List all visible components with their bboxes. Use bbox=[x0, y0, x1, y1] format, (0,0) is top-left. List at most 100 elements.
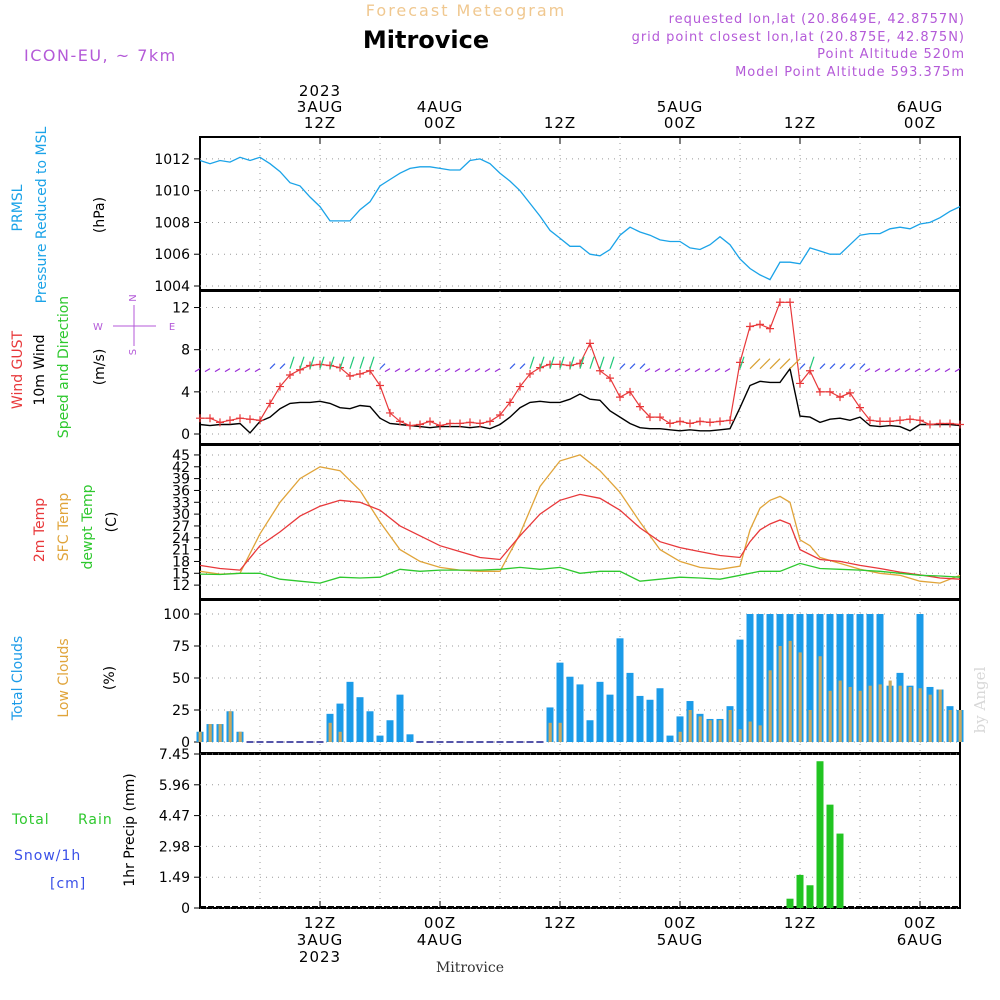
low-cloud-bar bbox=[788, 640, 792, 742]
gust-marker bbox=[436, 421, 444, 430]
wind-direction-arrow bbox=[234, 368, 241, 373]
low-cloud-bar bbox=[328, 722, 332, 742]
wind-direction-arrow bbox=[684, 368, 691, 373]
gust-marker bbox=[506, 398, 514, 407]
gust-marker bbox=[796, 379, 804, 388]
wind-direction-arrow bbox=[279, 363, 286, 370]
panel-frame-precip bbox=[199, 753, 961, 909]
wind-direction-arrow bbox=[849, 363, 856, 370]
wind-direction-arrow bbox=[329, 356, 335, 369]
ytick-label-pressure: 1004 bbox=[154, 279, 190, 295]
low-cloud-bar bbox=[958, 710, 962, 742]
top-time-label: 12Z bbox=[784, 114, 816, 132]
prmsl-label: PRMSL bbox=[10, 184, 26, 231]
ytick-label-temp: 30 bbox=[172, 507, 190, 523]
total-cloud-bar bbox=[626, 672, 634, 742]
wind-direction-arrow bbox=[759, 358, 771, 370]
gust-marker bbox=[246, 415, 254, 424]
ytick-label-cloud: 75 bbox=[172, 639, 190, 655]
top-time-label: 12Z bbox=[544, 114, 576, 132]
gust-marker bbox=[816, 387, 824, 396]
low-cloud-bar bbox=[558, 722, 562, 742]
wind-direction-arrow bbox=[474, 368, 481, 373]
wind-direction-arrow bbox=[769, 358, 781, 370]
temp-2m-line bbox=[199, 493, 961, 580]
low-cloud-bar bbox=[758, 725, 762, 742]
wind-direction-arrow bbox=[954, 368, 961, 373]
gust-marker bbox=[676, 417, 684, 426]
wind-direction-arrow bbox=[444, 368, 451, 373]
top-time-label: 6AUG bbox=[897, 98, 943, 116]
gust-marker bbox=[726, 416, 734, 425]
wind-direction-arrow bbox=[464, 368, 471, 373]
precip-bar bbox=[816, 761, 824, 908]
gust-marker bbox=[666, 419, 674, 428]
total-cloud-bar bbox=[736, 639, 744, 742]
total-cloud-bar bbox=[576, 684, 584, 742]
temp-labels: 2m Temp SFC Temp dewpt Temp (C) bbox=[32, 484, 120, 569]
wind-direction-arrow bbox=[674, 368, 681, 373]
low-cloud-bar bbox=[218, 724, 222, 742]
wind-direction-arrow bbox=[379, 363, 386, 370]
axis-ticks: 1012101010081006100412840454239363330272… bbox=[154, 152, 200, 917]
pressure-unit-label: (hPa) bbox=[92, 197, 108, 233]
total-cloud-bar bbox=[856, 614, 864, 742]
wind-direction-arrow bbox=[819, 363, 826, 370]
total-cloud-bar bbox=[866, 614, 874, 742]
location-title: Mitrovice bbox=[363, 26, 489, 54]
ytick-label-wind: 8 bbox=[181, 343, 190, 359]
gust-marker bbox=[656, 413, 664, 422]
wind-direction-arrow bbox=[569, 356, 575, 369]
gust-marker bbox=[216, 418, 224, 427]
wind-direction-arrow bbox=[644, 368, 651, 373]
gust-marker bbox=[826, 387, 834, 396]
model-label: ICON-EU, ~ 7km bbox=[24, 46, 177, 65]
bottom-time-label: 5AUG bbox=[657, 931, 703, 949]
ytick-label-precip: 2.98 bbox=[159, 839, 190, 855]
wind-direction-arrow bbox=[904, 368, 911, 373]
low-cloud-bar bbox=[548, 722, 552, 742]
total-cloud-bar bbox=[336, 703, 344, 742]
total-cloud-bar bbox=[646, 699, 654, 742]
ytick-label-pressure: 1008 bbox=[154, 215, 190, 231]
ytick-label-precip: 7.45 bbox=[159, 747, 190, 763]
low-cloud-bar bbox=[738, 729, 742, 742]
gust-marker bbox=[916, 416, 924, 425]
wind-direction-arrow bbox=[924, 368, 931, 373]
wind-direction-arrow bbox=[884, 368, 891, 373]
low-cloud-bar bbox=[948, 710, 952, 742]
gust-marker bbox=[926, 420, 934, 429]
precip-bar bbox=[786, 898, 794, 908]
wind-direction-arrow bbox=[414, 368, 421, 373]
gust-marker bbox=[276, 382, 284, 391]
top-time-label: 00Z bbox=[424, 114, 456, 132]
gust-marker bbox=[526, 369, 534, 378]
low-cloud-bar bbox=[338, 731, 342, 742]
total-cloud-bar bbox=[616, 638, 624, 742]
gust-marker bbox=[226, 416, 234, 425]
snow-label: Snow/1h bbox=[14, 848, 81, 864]
compass-n: N bbox=[128, 294, 139, 301]
total-cloud-bar bbox=[676, 716, 684, 742]
wind-direction-arrow bbox=[664, 368, 671, 373]
gust-marker bbox=[646, 413, 654, 422]
low-cloud-bar bbox=[878, 684, 882, 742]
low-cloud-bar bbox=[838, 680, 842, 742]
total-cloud-bar bbox=[556, 662, 564, 742]
ytick-label-temp: 18 bbox=[172, 554, 190, 570]
total-cloud-bar bbox=[606, 694, 614, 742]
wind-direction-arrow bbox=[749, 358, 761, 370]
pressure-msl-label: Pressure Reduced to MSL bbox=[34, 126, 50, 303]
gust-marker bbox=[476, 419, 484, 428]
bottom-time-label: 6AUG bbox=[897, 931, 943, 949]
temp-unit-label: (C) bbox=[104, 512, 120, 533]
gust-marker bbox=[776, 298, 784, 307]
ytick-label-cloud: 25 bbox=[172, 703, 190, 719]
ytick-label-cloud: 0 bbox=[181, 735, 190, 751]
panel-frame-temp bbox=[199, 444, 961, 600]
ytick-label-cloud: 50 bbox=[172, 671, 190, 687]
wind-labels: Wind GUST 10m Wind Speed and Direction (… bbox=[10, 296, 108, 438]
gust-marker bbox=[386, 408, 394, 417]
low-cloud-bar bbox=[908, 686, 912, 742]
ytick-label-precip: 1.49 bbox=[159, 870, 190, 886]
